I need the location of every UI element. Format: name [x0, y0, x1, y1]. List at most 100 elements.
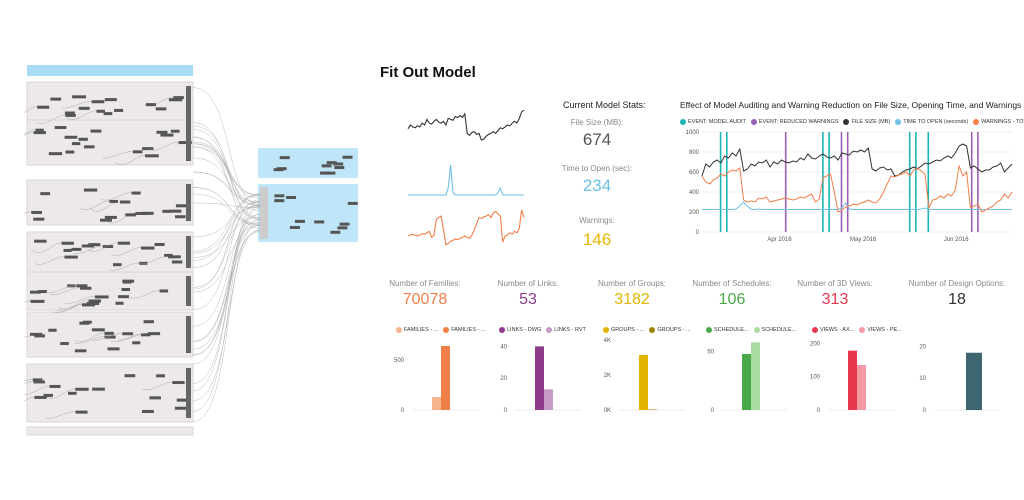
graph-wire — [192, 207, 261, 412]
stat-warnings-value: 146 — [582, 230, 612, 249]
graph-node — [132, 150, 143, 154]
node-group — [26, 231, 194, 273]
legend-label: EVENT: MODEL AUDIT — [688, 119, 746, 126]
legend-label: EVENT: REDUCED WARNINGS — [758, 119, 839, 126]
graph-wire — [129, 290, 160, 299]
kpi-label: Number of Groups: — [597, 279, 667, 288]
legend-item: GROUPS - ... — [603, 327, 644, 333]
y-tick-label: 0 — [923, 408, 927, 414]
graph-node — [274, 194, 285, 198]
legend-label: FILE SIZE (MB) — [851, 119, 891, 126]
bar-chart-legend: GROUPS - ... GROUPS - ... — [603, 327, 696, 333]
graph-wire — [31, 242, 62, 253]
graph-node — [30, 299, 45, 303]
graph-node — [104, 98, 117, 102]
graph-node — [122, 332, 134, 336]
graph-node — [132, 341, 141, 345]
graph-node — [102, 245, 114, 249]
graph-node — [155, 107, 167, 111]
graph-node — [145, 103, 157, 107]
graph-node — [142, 211, 154, 215]
graph-node — [156, 130, 168, 134]
bar — [742, 354, 751, 410]
y-tick-label: 200 — [810, 341, 821, 347]
graph-wire — [110, 247, 141, 256]
graph-node — [37, 105, 50, 109]
kpi-label: Number of Families: — [389, 279, 461, 288]
node-group-highlight — [258, 184, 358, 242]
y-tick-label: 0 — [401, 408, 405, 414]
graph-wire — [192, 141, 261, 196]
legend-label: VIEWS - PE... — [867, 327, 902, 334]
graph-node — [178, 141, 192, 145]
y-tick-label: 50 — [707, 350, 714, 356]
graph-wire — [24, 211, 32, 214]
graph-header-bar — [27, 65, 193, 76]
bar — [857, 365, 866, 410]
graph-node — [33, 217, 45, 221]
legend-label: WARNINGS - TOTAL — [981, 119, 1024, 126]
graph-wire — [45, 388, 76, 399]
graph-node — [64, 135, 78, 139]
graph-node — [94, 295, 109, 299]
graph-node — [63, 248, 72, 252]
graph-node — [37, 290, 47, 294]
graph-node — [76, 284, 88, 288]
y-tick-label: 600 — [689, 170, 700, 176]
graph-node — [91, 328, 105, 332]
graph-node — [337, 226, 348, 230]
graph-node — [64, 111, 75, 115]
graph-node — [34, 239, 47, 243]
graph-wire — [24, 129, 36, 135]
graph-node — [125, 213, 136, 217]
node-group — [26, 426, 194, 436]
legend-item: FAMILIES - ... — [396, 327, 438, 333]
kpi-value: 3182 — [614, 291, 650, 308]
graph-node — [140, 246, 155, 250]
node-group — [26, 363, 194, 423]
graph-node — [67, 284, 76, 288]
stat-filesize-value: 674 — [582, 130, 612, 149]
sparkline — [407, 209, 525, 246]
series-line — [702, 201, 1012, 210]
y-tick-label: 40 — [500, 344, 507, 350]
y-tick-label: 1000 — [686, 130, 700, 136]
graph-node — [160, 133, 174, 137]
graph-wire — [192, 229, 261, 401]
legend-swatch — [753, 327, 760, 333]
bar — [966, 352, 982, 410]
graph-node — [159, 289, 169, 293]
main-line-chart: 0 200 400 600 800 1000 Apr 2016 May 2016 Jun 201… — [686, 130, 1013, 243]
graph-wire — [66, 110, 97, 120]
graph-node — [140, 333, 151, 337]
legend-swatch — [680, 119, 686, 125]
legend-label: SCHEDULE... — [761, 327, 797, 334]
bar-chart-groups: 0K 2K 4K — [604, 338, 685, 414]
graph-wire — [24, 396, 35, 402]
graph-node — [122, 279, 135, 283]
graph-node — [186, 368, 191, 418]
legend-label: TIME TO OPEN (seconds) — [903, 119, 969, 126]
graph-node — [276, 167, 287, 171]
graph-node — [286, 196, 297, 200]
graph-node — [347, 201, 358, 205]
legend-swatch — [812, 327, 818, 333]
graph-node — [330, 230, 341, 234]
graph-node — [82, 303, 95, 307]
graph-node — [40, 192, 51, 196]
graph-node — [100, 218, 112, 222]
legend-label: LINKS - RVT — [554, 327, 586, 334]
graph-wire — [192, 172, 261, 202]
graph-node — [78, 137, 88, 141]
graph-node — [71, 142, 81, 146]
node-group — [26, 119, 194, 166]
graph-wire — [24, 106, 38, 113]
x-tick-label: Jun 2016 — [944, 237, 969, 243]
graph-node — [61, 241, 74, 245]
graph-wire — [102, 151, 133, 159]
graph-wire — [87, 242, 118, 252]
graph-node — [65, 150, 75, 154]
graph-node — [60, 342, 69, 346]
graph-wire — [72, 245, 103, 254]
bar — [751, 342, 760, 410]
